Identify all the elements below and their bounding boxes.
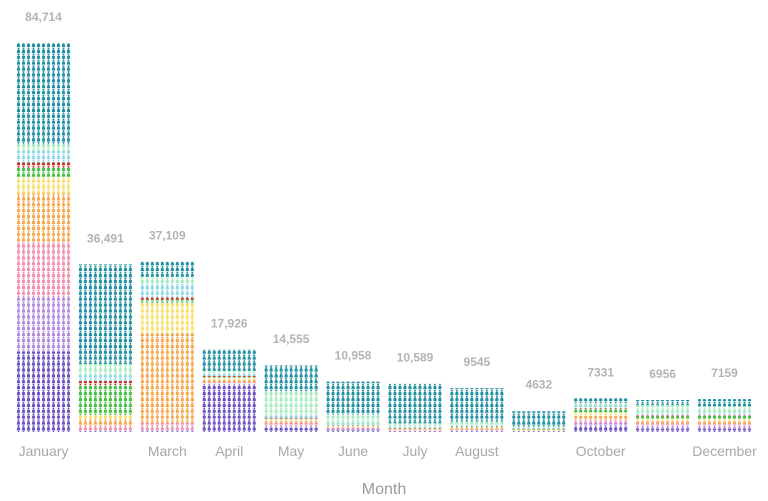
segment-february-series-10 <box>78 264 133 365</box>
segment-december-series-10 <box>697 399 752 407</box>
segment-march-series-4 <box>140 333 194 423</box>
tick-label-april: April <box>215 443 243 459</box>
total-label-may: 14,555 <box>273 332 310 346</box>
segment-april-series-1 <box>202 385 256 433</box>
segment-may-series-9 <box>264 391 318 416</box>
total-label-december: 7159 <box>711 366 738 380</box>
segment-may-series-10 <box>264 365 318 392</box>
segment-september-series-1 <box>512 431 566 433</box>
bar-march <box>140 261 194 433</box>
total-label-february: 36,491 <box>87 231 124 245</box>
bar-december <box>697 399 752 432</box>
segment-march-series-10 <box>140 261 194 277</box>
total-label-june: 10,958 <box>335 349 372 363</box>
bar-april <box>202 349 256 433</box>
total-label-august: 9545 <box>464 355 491 369</box>
total-label-september: 4632 <box>525 378 552 392</box>
tick-label-august: August <box>455 443 499 459</box>
segment-august-series-1 <box>450 430 504 433</box>
bar-november <box>635 400 690 432</box>
segment-january-series-3 <box>16 241 71 297</box>
bar-may <box>264 365 318 433</box>
segment-april-series-10 <box>202 349 256 371</box>
total-label-march: 37,109 <box>149 229 186 243</box>
segment-july-series-1 <box>388 431 442 432</box>
tick-label-march: March <box>148 443 187 459</box>
tick-label-december: December <box>692 443 757 459</box>
bar-august <box>450 388 504 433</box>
total-label-november: 6956 <box>649 367 676 381</box>
tick-label-july: July <box>403 443 428 459</box>
bar-june <box>326 381 380 433</box>
segment-january-series-4 <box>16 193 71 242</box>
segment-january-series-5 <box>16 177 71 194</box>
segment-september-series-10 <box>512 411 566 427</box>
total-label-january: 84,714 <box>25 10 62 24</box>
total-label-july: 10,589 <box>397 350 434 364</box>
x-tick-labels: January March April May June July August Octobe… <box>19 443 758 459</box>
bar-january <box>16 43 71 433</box>
bar-october <box>574 398 628 432</box>
tick-label-may: May <box>278 443 304 459</box>
x-axis-title: Month <box>362 481 406 498</box>
total-label-april: 17,926 <box>211 317 248 331</box>
segment-march-series-5 <box>140 303 194 334</box>
bar-february <box>78 264 133 432</box>
segment-february-series-3 <box>78 425 133 431</box>
bar-september <box>512 411 566 433</box>
segment-february-series-1 <box>78 431 133 432</box>
bar-july <box>388 383 442 432</box>
segment-august-series-10 <box>450 388 504 422</box>
segment-june-series-9 <box>326 414 380 424</box>
tick-label-june: June <box>338 443 369 459</box>
segment-july-series-10 <box>388 383 442 424</box>
tick-label-january: January <box>19 443 69 459</box>
segment-january-series-10 <box>16 43 71 145</box>
total-labels: 84,714 36,491 37,109 17,926 14,555 10,958 10,5… <box>25 10 738 392</box>
segment-june-series-10 <box>326 381 380 415</box>
segment-february-series-6 <box>78 385 133 416</box>
segment-january-series-2 <box>16 296 71 352</box>
total-label-october: 7331 <box>587 365 614 379</box>
segment-january-series-1 <box>16 351 71 433</box>
bar-groups <box>16 43 752 433</box>
tick-label-october: October <box>576 443 626 459</box>
